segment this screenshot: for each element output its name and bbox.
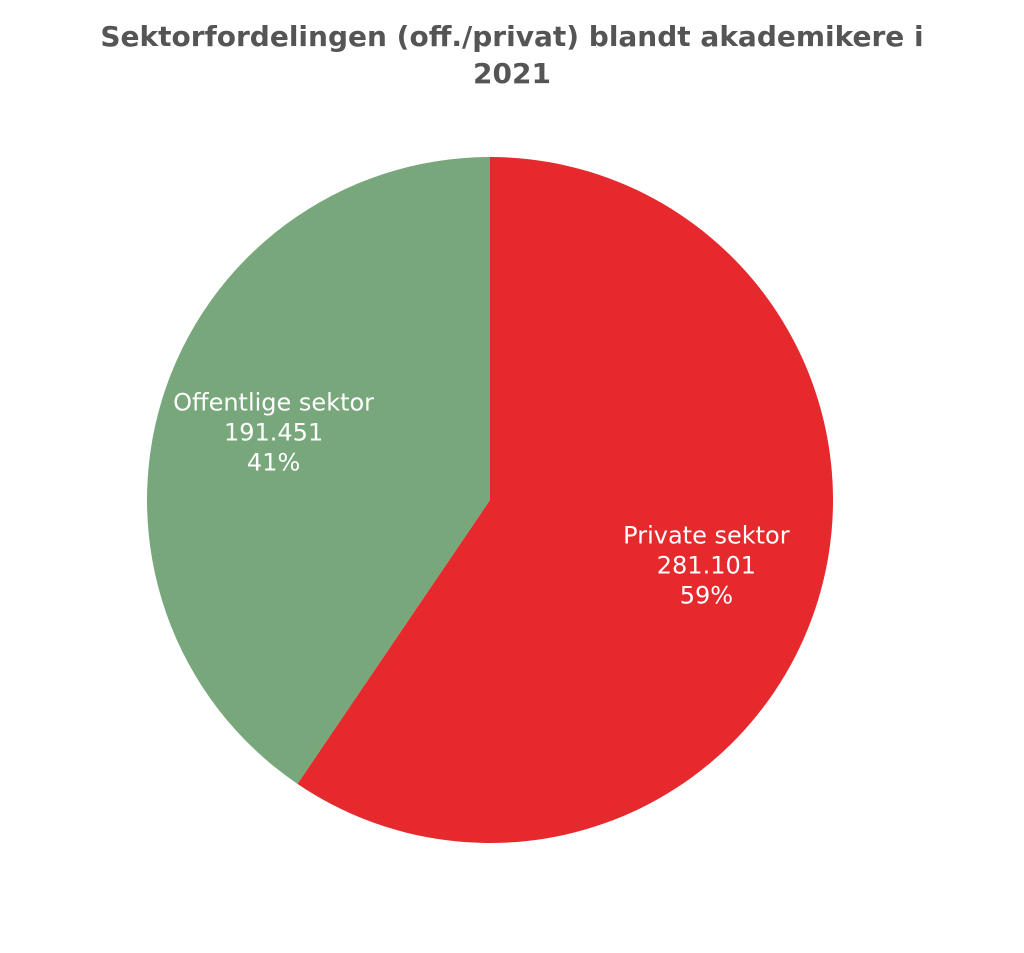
slice-percent-label-offentlige-sektor: 41% (247, 449, 300, 477)
slice-value-label-offentlige-sektor: 191.451 (224, 419, 323, 447)
slice-percent-label-private-sektor: 59% (680, 582, 733, 610)
chart-title: Sektorfordelingen (off./privat) blandt a… (100, 20, 924, 90)
slice-name-label-offentlige-sektor: Offentlige sektor (173, 389, 374, 417)
slice-name-label-private-sektor: Private sektor (623, 522, 790, 550)
pie-slices (147, 157, 834, 843)
slice-value-label-private-sektor: 281.101 (657, 552, 756, 580)
pie-slice-offentlige-sektor (147, 157, 490, 784)
pie-slice-private-sektor (297, 157, 834, 843)
